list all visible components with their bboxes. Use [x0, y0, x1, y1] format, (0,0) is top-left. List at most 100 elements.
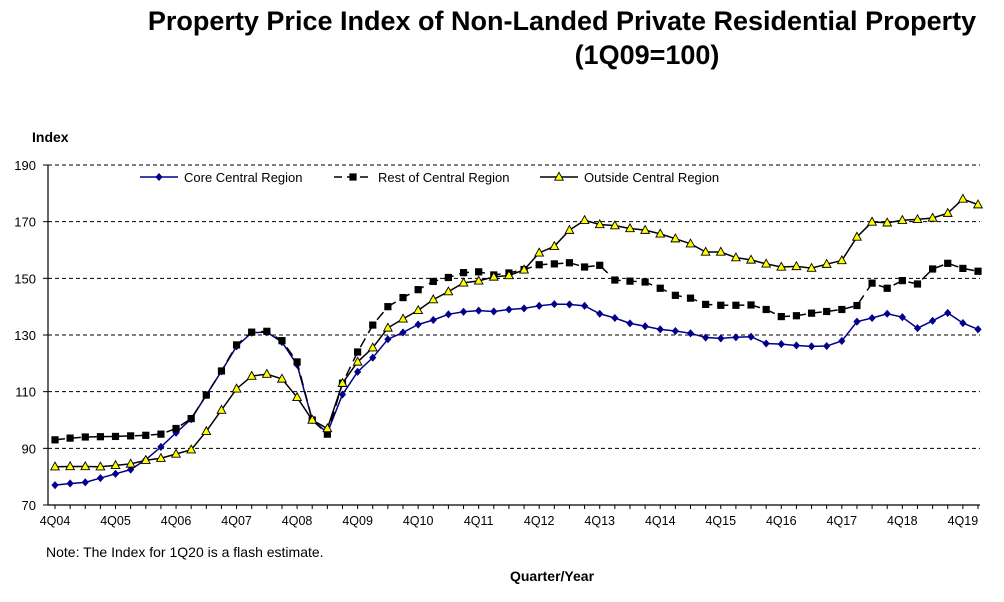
data-point-2-10 — [201, 425, 212, 435]
data-point-0-23 — [399, 328, 407, 337]
series-0 — [51, 300, 982, 490]
data-point-0-5 — [127, 465, 135, 474]
data-point-2-47 — [761, 258, 772, 268]
legend-item-2: Outside Central Region — [540, 170, 719, 185]
data-point-2-41 — [670, 233, 681, 243]
data-point-1-58 — [929, 265, 937, 273]
data-point-1-21 — [369, 321, 377, 329]
y-tick-label-110: 110 — [15, 385, 36, 400]
data-point-1-6 — [142, 431, 150, 439]
data-point-1-49 — [792, 312, 801, 320]
data-point-1-10 — [202, 391, 210, 399]
x-tick-label-4Q16: 4Q16 — [766, 514, 797, 528]
data-point-1-48 — [777, 312, 785, 321]
data-point-0-28 — [475, 306, 483, 315]
x-tick-label-4Q09: 4Q09 — [342, 514, 373, 528]
data-point-2-61 — [972, 199, 984, 209]
data-point-0-3 — [96, 474, 104, 483]
data-point-2-22 — [382, 322, 393, 332]
data-point-2-14 — [261, 368, 272, 378]
data-point-2-5 — [125, 458, 136, 468]
x-tick-label-4Q19: 4Q19 — [948, 514, 979, 528]
data-point-0-42 — [686, 329, 695, 338]
data-point-1-37 — [611, 276, 619, 284]
data-point-0-38 — [626, 319, 634, 328]
legend-item-0: Core Central Region — [140, 170, 303, 185]
data-point-2-1 — [65, 460, 76, 471]
data-point-1-52 — [838, 305, 846, 314]
data-point-1-55 — [883, 284, 891, 292]
data-point-0-57 — [913, 324, 922, 333]
data-point-0-31 — [520, 304, 528, 313]
data-point-2-26 — [443, 286, 454, 296]
data-point-1-46 — [747, 301, 755, 309]
data-point-2-3 — [95, 461, 106, 471]
data-point-2-56 — [897, 214, 908, 224]
legend-label-0: Core Central Region — [184, 170, 303, 185]
data-point-0-61 — [974, 325, 982, 334]
data-point-1-44 — [717, 301, 725, 309]
data-point-1-2 — [81, 433, 89, 441]
data-point-2-24 — [413, 304, 424, 314]
data-point-2-48 — [776, 261, 787, 271]
data-point-2-19 — [337, 377, 348, 387]
y-tick-label-90: 90 — [22, 441, 36, 456]
data-point-2-11 — [216, 404, 227, 414]
data-point-0-54 — [868, 313, 876, 323]
data-point-2-29 — [488, 271, 499, 281]
data-point-0-24 — [414, 320, 422, 329]
data-point-0-58 — [929, 316, 937, 325]
data-point-1-45 — [732, 301, 740, 309]
data-point-0-41 — [671, 326, 679, 336]
data-point-1-33 — [550, 260, 558, 268]
data-point-2-16 — [292, 391, 303, 401]
x-tick-label-4Q15: 4Q15 — [705, 514, 736, 528]
data-point-1-60 — [959, 264, 967, 273]
data-point-2-59 — [942, 207, 953, 217]
data-point-0-21 — [369, 353, 377, 362]
data-point-1-61 — [974, 267, 982, 275]
data-point-2-36 — [594, 218, 605, 229]
data-point-0-36 — [596, 309, 604, 318]
data-point-2-2 — [80, 460, 91, 471]
data-point-1-24 — [414, 286, 422, 294]
data-point-1-36 — [596, 261, 604, 269]
data-point-1-1 — [66, 434, 74, 442]
legend: Core Central Region Rest of Central Regio… — [140, 170, 719, 185]
series-2 — [49, 193, 984, 471]
data-point-0-29 — [490, 307, 498, 316]
data-point-2-55 — [882, 217, 893, 227]
data-point-1-42 — [686, 294, 695, 302]
x-tick-label-4Q17: 4Q17 — [827, 514, 858, 528]
data-point-1-5 — [127, 432, 135, 440]
y-tick-label-130: 130 — [14, 328, 36, 343]
data-point-1-59 — [944, 259, 952, 267]
data-point-0-2 — [81, 478, 89, 487]
data-point-2-35 — [579, 214, 590, 224]
data-point-1-15 — [278, 337, 286, 345]
y-tick-label-70: 70 — [22, 498, 36, 513]
data-point-1-7 — [157, 430, 165, 438]
data-point-0-33 — [550, 300, 558, 309]
data-point-1-53 — [853, 301, 861, 310]
data-point-2-6 — [140, 454, 151, 464]
data-point-0-50 — [807, 342, 816, 351]
data-point-0-45 — [732, 333, 740, 342]
data-point-1-40 — [656, 284, 664, 292]
legend-marker-1 — [349, 173, 357, 181]
data-point-0-1 — [66, 479, 74, 488]
data-point-2-38 — [624, 222, 636, 233]
data-point-2-50 — [806, 262, 817, 272]
data-point-1-9 — [187, 414, 195, 423]
data-point-2-17 — [307, 414, 318, 424]
data-point-0-7 — [157, 442, 165, 451]
data-point-2-23 — [397, 313, 409, 323]
data-point-1-43 — [702, 300, 710, 309]
data-point-0-60 — [959, 319, 967, 328]
data-point-1-4 — [111, 432, 120, 441]
data-point-2-15 — [276, 373, 288, 383]
data-point-2-7 — [155, 452, 166, 462]
data-point-2-34 — [564, 224, 575, 234]
data-point-0-55 — [883, 309, 891, 318]
data-point-2-60 — [957, 193, 968, 203]
